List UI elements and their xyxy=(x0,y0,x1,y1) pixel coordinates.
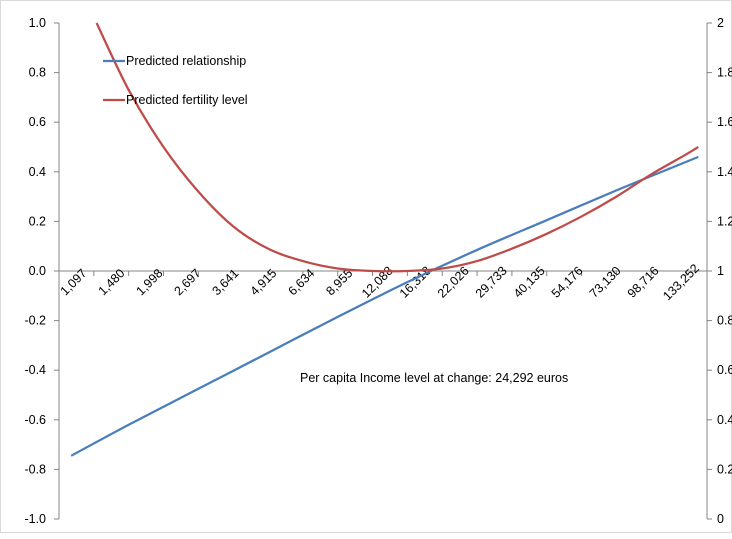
y-right-tick-label: 1.2 xyxy=(717,214,732,228)
y-left-tick-label: 1.0 xyxy=(29,16,46,30)
y-right-tick-label: 2 xyxy=(717,16,724,30)
series-line-predicted-fertility-level xyxy=(95,22,699,273)
x-tick-label: 12,088 xyxy=(359,264,396,301)
x-tick-label: 54,176 xyxy=(549,264,586,301)
y-left-tick-label: -0.6 xyxy=(24,413,46,427)
y-right-tick-label: 0.6 xyxy=(717,363,732,377)
y-right-tick-label: 1.6 xyxy=(717,115,732,129)
y-left-tick-label: 0.4 xyxy=(29,165,46,179)
y-right-tick-label: 0 xyxy=(717,512,724,526)
y-left-tick-label: 0.6 xyxy=(29,115,46,129)
y-right-tick-label: 0.2 xyxy=(717,462,732,476)
y-left-tick-label: -0.8 xyxy=(24,462,46,476)
x-tick-label: 29,733 xyxy=(473,264,510,301)
series-layer xyxy=(70,22,699,457)
y-left-tick-label: 0.0 xyxy=(29,264,46,278)
y-right-tick-label: 1.8 xyxy=(717,66,732,80)
y-left-tick-label: 0.8 xyxy=(29,66,46,80)
y-left-tick-label: 0.2 xyxy=(29,214,46,228)
legend: Predicted relationship Predicted fertilit… xyxy=(103,54,248,107)
x-tick-label: 40,135 xyxy=(511,264,548,301)
series-line-predicted-relationship xyxy=(70,155,699,457)
y-right-tick-label: 0.8 xyxy=(717,314,732,328)
y-right-tick-label: 1.4 xyxy=(717,165,732,179)
y-right-tick-label: 0.4 xyxy=(717,413,732,427)
y-left-tick-label: -1.0 xyxy=(24,512,46,526)
legend-label: Predicted relationship xyxy=(126,54,246,68)
x-tick-label: 98,716 xyxy=(625,264,662,301)
y-left-tick-label: -0.4 xyxy=(24,363,46,377)
chart-annotation: Per capita Income level at change: 24,29… xyxy=(300,371,568,385)
y-left-tick-label: -0.2 xyxy=(24,314,46,328)
x-tick-label: 133,252 xyxy=(660,261,702,303)
y-right-tick-label: 1 xyxy=(717,264,724,278)
x-tick-label: 73,130 xyxy=(587,264,624,301)
legend-label: Predicted fertility level xyxy=(126,93,248,107)
